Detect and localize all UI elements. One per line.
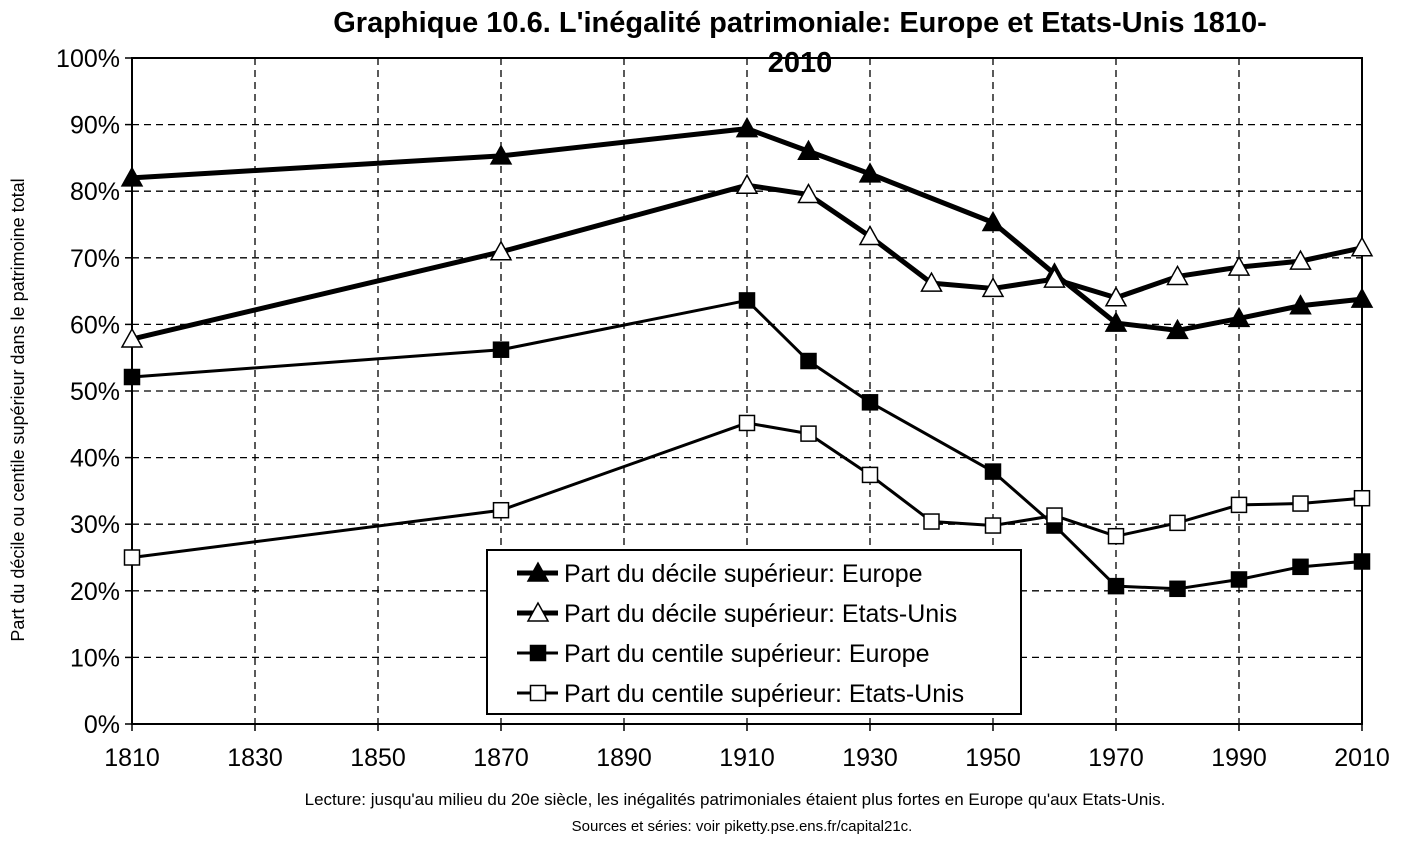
data-point <box>1353 489 1371 507</box>
data-point <box>1166 264 1189 286</box>
data-point <box>1169 514 1186 532</box>
data-point <box>1350 287 1374 308</box>
data-point <box>1350 236 1374 257</box>
x-tick-label: 1890 <box>596 744 652 772</box>
data-point <box>858 224 882 246</box>
data-point <box>123 549 141 566</box>
data-point <box>1046 507 1063 524</box>
data-point <box>920 271 943 292</box>
x-tick-label: 1970 <box>1088 744 1144 772</box>
legend-label: Part du décile supérieur: Europe <box>564 560 923 588</box>
x-tick-label: 2010 <box>1334 744 1390 772</box>
data-point <box>492 501 510 519</box>
data-point <box>1292 558 1309 576</box>
x-tick-label: 1950 <box>965 744 1021 772</box>
data-point <box>1353 553 1371 570</box>
data-point <box>1107 527 1125 545</box>
data-point <box>738 292 756 309</box>
reading-note: Lecture: jusqu'au milieu du 20e siècle, … <box>305 790 1166 809</box>
y-tick-label: 30% <box>70 511 120 539</box>
x-tick-labels: 1810 1830 1850 1870 1890 1910 1930 1950 1970 1990… <box>104 744 1390 772</box>
data-point <box>797 139 820 160</box>
chart-title-line-1: Graphique 10.6. L'inégalité patrimoniale… <box>333 7 1267 39</box>
plot-frame <box>131 57 1363 725</box>
series-2 <box>120 173 1374 348</box>
data-point <box>797 182 820 204</box>
legend-label: Part du centile supérieur: Etats-Unis <box>564 680 964 708</box>
data-point <box>800 352 817 370</box>
data-point <box>735 117 759 138</box>
y-tick-label: 60% <box>70 311 120 339</box>
series-group <box>120 117 1374 598</box>
y-tick-label: 0% <box>84 711 120 739</box>
data-point <box>1227 306 1251 328</box>
data-point <box>1104 311 1128 332</box>
series-1 <box>120 117 1374 340</box>
data-point <box>1227 255 1251 276</box>
data-point <box>1230 571 1248 588</box>
data-point <box>1289 294 1312 315</box>
legend-marker <box>526 561 550 582</box>
legend-marker <box>529 644 547 662</box>
y-tick-label: 40% <box>70 445 120 473</box>
legend: Part du décile supérieur: Europe Part du … <box>486 549 1022 715</box>
x-tick-label: 1930 <box>842 744 898 772</box>
series-line <box>131 298 1363 591</box>
data-point <box>981 210 1005 232</box>
data-point <box>861 394 879 411</box>
y-tick-labels: 0% 10% 20% 30% 40% 50% 60% 70% 80% 90% 100% <box>56 45 120 739</box>
data-point <box>800 425 817 442</box>
source-note: Sources et séries: voir piketty.pse.ens.… <box>572 818 913 835</box>
x-tick-label: 1910 <box>719 744 775 772</box>
series-line <box>131 126 1363 333</box>
y-tick-label: 80% <box>70 178 120 206</box>
data-point <box>923 513 940 530</box>
data-point <box>492 341 510 358</box>
legend-marker <box>529 684 547 702</box>
chart-title-line-2: 2010 <box>768 47 833 79</box>
y-tick-label: 100% <box>56 45 120 73</box>
data-point <box>1230 496 1248 514</box>
y-tick-label: 10% <box>70 644 120 672</box>
data-point <box>984 517 1002 534</box>
y-tick-label: 50% <box>70 378 120 406</box>
series-4 <box>123 414 1371 566</box>
data-point <box>123 368 141 386</box>
data-point <box>858 162 882 183</box>
legend-label: Part du centile supérieur: Europe <box>564 640 930 668</box>
data-point <box>489 240 513 261</box>
data-point <box>1166 318 1189 340</box>
y-axis-label: Part du décile ou centile supérieur dans… <box>8 178 28 641</box>
legend-marker <box>526 601 550 622</box>
data-point <box>120 327 144 348</box>
data-point <box>1289 249 1312 270</box>
data-point <box>120 166 144 187</box>
x-tick-label: 1850 <box>350 744 406 772</box>
series-3 <box>123 292 1371 598</box>
data-point <box>861 466 879 484</box>
legend-label: Part du décile supérieur: Etats-Unis <box>564 600 957 628</box>
data-point <box>735 173 759 194</box>
data-point <box>1169 580 1186 598</box>
y-tick-label: 90% <box>70 112 120 140</box>
legend-box <box>486 549 1022 715</box>
data-point <box>489 144 513 165</box>
data-point <box>1104 286 1128 307</box>
y-tick-label: 20% <box>70 578 120 606</box>
x-tick-label: 1990 <box>1211 744 1267 772</box>
data-point <box>1043 267 1066 288</box>
data-point <box>738 414 756 432</box>
data-point <box>984 463 1002 480</box>
x-tick-label: 1870 <box>473 744 529 772</box>
y-tick-label: 70% <box>70 245 120 273</box>
x-tick-label: 1830 <box>227 744 283 772</box>
data-point <box>1107 577 1125 595</box>
data-point <box>1292 495 1309 512</box>
data-point <box>981 276 1005 298</box>
x-tick-label: 1810 <box>104 744 160 772</box>
